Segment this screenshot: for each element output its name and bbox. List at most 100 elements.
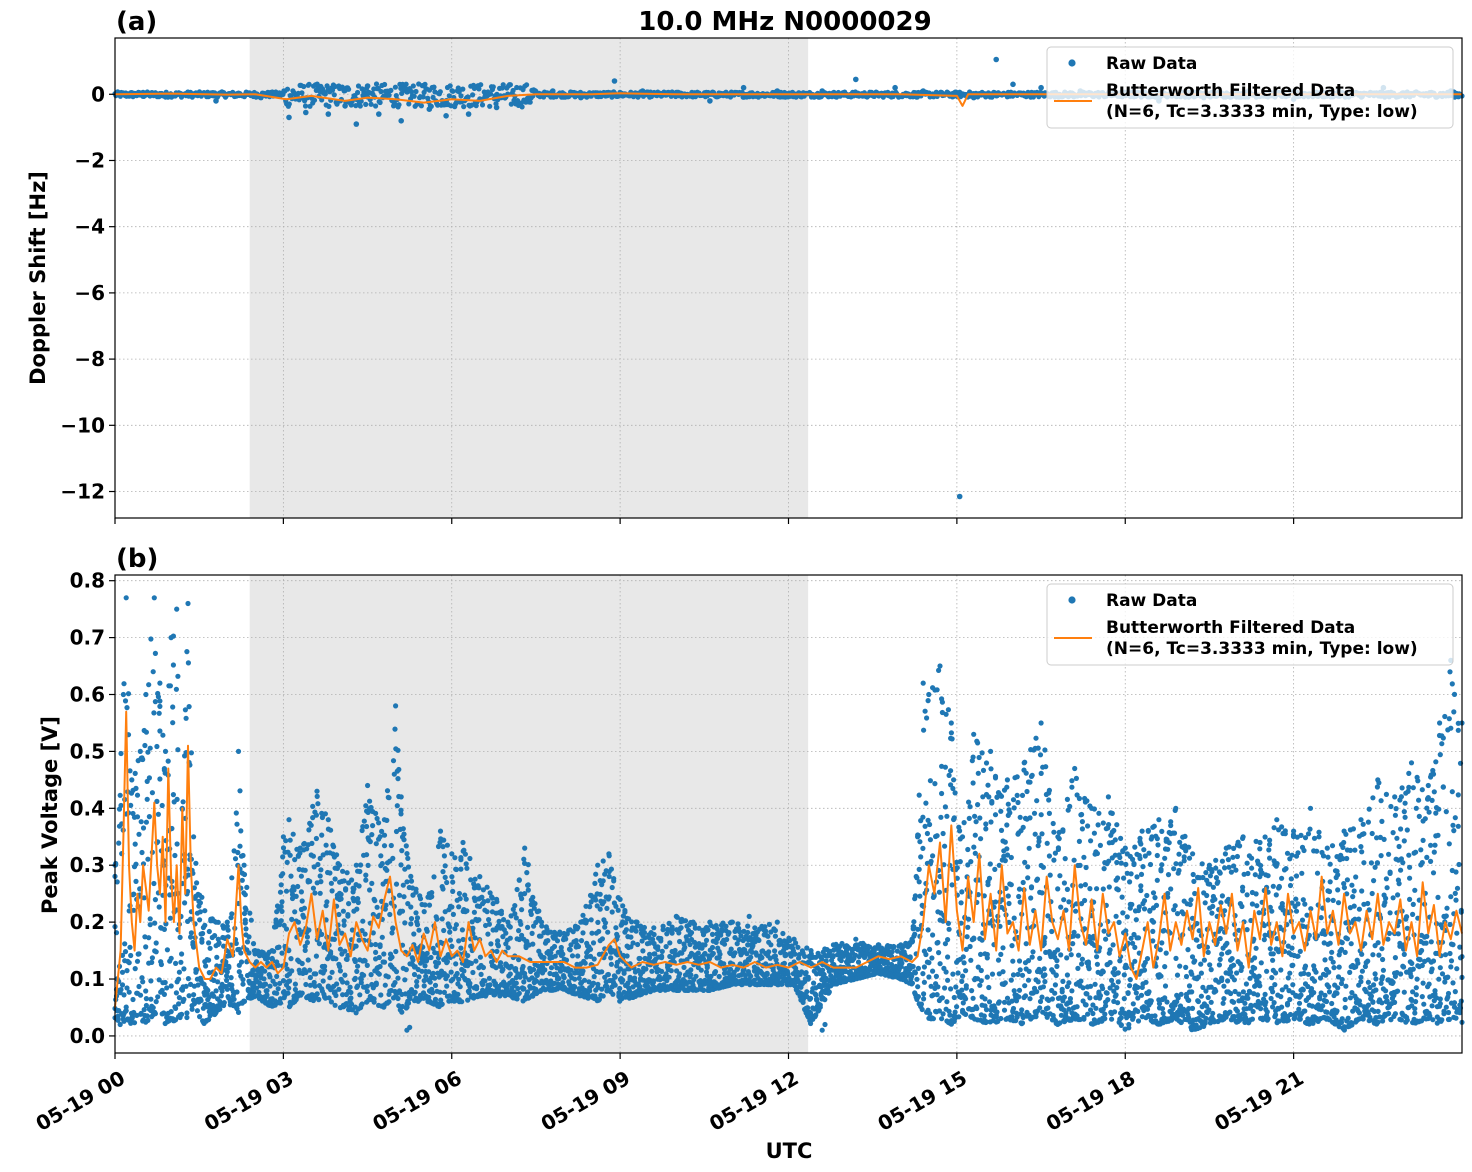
raw-data-point xyxy=(455,85,461,91)
raw-data-point xyxy=(304,934,310,940)
raw-data-point xyxy=(970,94,977,101)
raw-data-point xyxy=(130,996,136,1003)
raw-data-point xyxy=(582,960,588,966)
raw-data-point xyxy=(530,894,536,900)
raw-data-point xyxy=(162,94,169,100)
raw-data-point xyxy=(314,991,320,997)
raw-data-point xyxy=(405,864,412,870)
raw-data-point xyxy=(279,908,285,915)
raw-data-point xyxy=(668,968,674,974)
raw-data-point xyxy=(520,963,526,970)
raw-data-point xyxy=(783,951,789,957)
raw-data-point xyxy=(195,982,201,988)
raw-data-point xyxy=(465,953,471,959)
raw-data-point xyxy=(206,928,212,935)
raw-data-point xyxy=(628,934,634,940)
raw-data-point xyxy=(361,818,367,824)
raw-data-point xyxy=(772,948,778,954)
raw-data-point xyxy=(604,905,610,912)
raw-data-point xyxy=(678,925,684,931)
raw-data-point xyxy=(510,87,516,94)
raw-data-point xyxy=(313,812,319,818)
raw-data-point xyxy=(324,899,330,905)
raw-data-point xyxy=(456,890,462,897)
raw-data-point xyxy=(225,927,231,933)
raw-data-point xyxy=(920,88,926,94)
raw-data-point xyxy=(584,918,590,924)
raw-data-point xyxy=(395,776,401,782)
raw-data-point xyxy=(364,823,370,830)
raw-data-point xyxy=(484,909,490,915)
raw-data-point xyxy=(278,882,284,888)
raw-data-point xyxy=(447,83,453,89)
raw-data-point xyxy=(373,81,380,87)
raw-data-point xyxy=(152,699,158,705)
raw-data-point xyxy=(307,878,313,885)
raw-data-point xyxy=(487,982,493,988)
raw-data-point xyxy=(688,967,694,973)
raw-data-point xyxy=(184,1010,190,1016)
raw-data-point xyxy=(329,969,335,975)
raw-data-point xyxy=(439,916,445,922)
panel-a-label: (a) xyxy=(116,7,157,37)
raw-data-point xyxy=(313,953,319,959)
raw-data-point xyxy=(136,831,142,837)
raw-data-point xyxy=(803,970,809,976)
raw-data-point xyxy=(356,883,362,889)
raw-data-point xyxy=(461,968,467,974)
raw-data-point xyxy=(119,982,126,988)
raw-data-point xyxy=(396,766,402,773)
raw-data-point xyxy=(346,901,352,907)
raw-data-point xyxy=(233,810,239,816)
raw-data-point xyxy=(337,946,343,952)
raw-data-point xyxy=(179,1011,185,1018)
raw-data-point xyxy=(197,917,203,923)
raw-data-point xyxy=(367,839,373,845)
raw-data-point xyxy=(148,978,154,984)
raw-data-point xyxy=(188,750,194,756)
raw-data-point xyxy=(764,971,770,978)
raw-data-point xyxy=(717,951,723,957)
raw-data-point xyxy=(372,898,378,904)
raw-data-point xyxy=(284,86,291,92)
raw-data-point xyxy=(237,843,243,849)
raw-data-point xyxy=(635,941,641,948)
raw-data-point xyxy=(152,650,158,657)
raw-data-point xyxy=(401,831,407,837)
raw-data-point xyxy=(384,867,390,873)
raw-data-point xyxy=(456,938,462,944)
raw-data-point xyxy=(373,949,379,956)
raw-data-point xyxy=(450,879,456,885)
raw-data-point xyxy=(593,897,599,903)
raw-data-point xyxy=(197,1014,203,1020)
raw-data-point xyxy=(353,121,360,127)
raw-data-point xyxy=(507,82,513,88)
raw-data-point xyxy=(191,992,197,998)
raw-data-point xyxy=(437,89,443,95)
raw-data-point xyxy=(756,937,762,944)
raw-data-point xyxy=(588,917,594,923)
raw-data-point xyxy=(682,944,688,951)
raw-data-point xyxy=(536,908,542,914)
raw-data-point xyxy=(153,949,159,955)
raw-data-point xyxy=(276,944,282,950)
raw-data-point xyxy=(663,944,669,950)
raw-data-point xyxy=(693,973,699,979)
raw-data-point xyxy=(410,83,416,89)
raw-data-point xyxy=(575,924,581,930)
raw-data-point xyxy=(173,1005,179,1012)
raw-data-point xyxy=(359,1001,365,1007)
raw-data-point xyxy=(735,921,741,927)
raw-data-point xyxy=(238,828,244,834)
raw-data-point xyxy=(126,960,132,966)
raw-data-point xyxy=(143,819,149,825)
raw-data-point xyxy=(516,877,522,883)
y-tick-label: −4 xyxy=(74,215,105,239)
raw-data-point xyxy=(279,950,285,956)
raw-data-point xyxy=(531,966,537,973)
raw-data-point xyxy=(322,967,328,973)
raw-data-point xyxy=(426,106,433,112)
raw-data-point xyxy=(804,989,810,995)
raw-data-point xyxy=(485,931,491,937)
